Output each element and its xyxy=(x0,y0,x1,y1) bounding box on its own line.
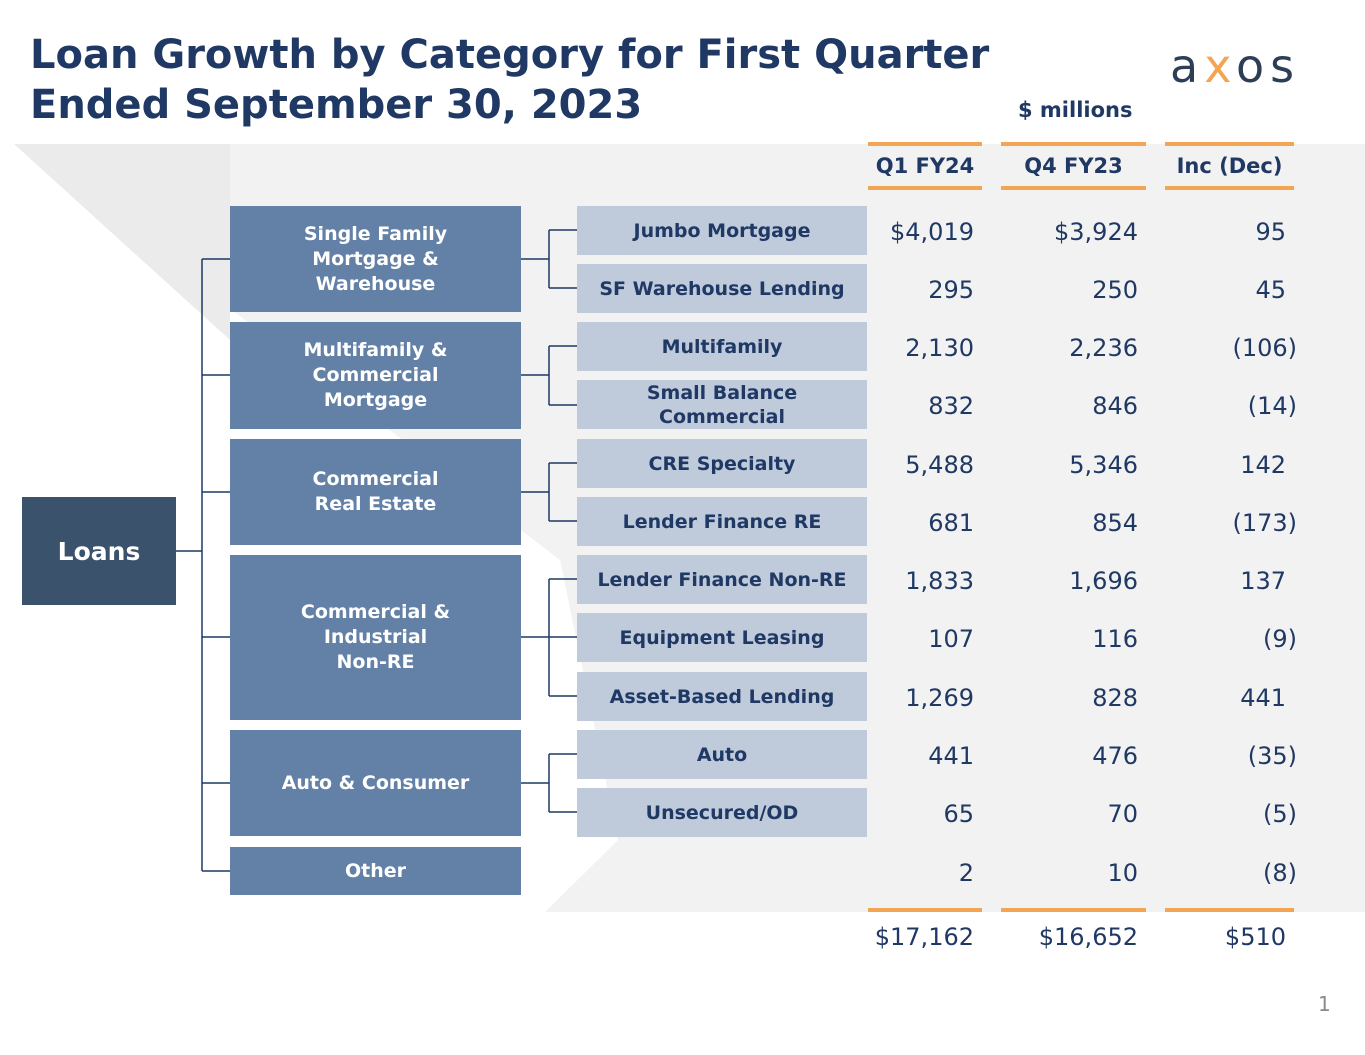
total-rule-inc xyxy=(1165,908,1294,912)
value-q1: $4,019 xyxy=(890,218,974,246)
value-inc: (9) xyxy=(1263,625,1297,653)
value-q1: 1,269 xyxy=(905,684,974,712)
category-multifamily-commercial: Multifamily & Commercial Mortgage xyxy=(230,322,521,429)
sub-jumbo-mortgage: Jumbo Mortgage xyxy=(577,206,867,255)
value-q4: 476 xyxy=(1092,742,1138,770)
value-q4: 846 xyxy=(1092,392,1138,420)
value-inc: (8) xyxy=(1263,859,1297,887)
value-q1: 107 xyxy=(928,625,974,653)
column-header-q4: Q4 FY23 xyxy=(1001,142,1146,190)
sub-cre-specialty: CRE Specialty xyxy=(577,439,867,488)
sub-equipment-leasing: Equipment Leasing xyxy=(577,613,867,662)
total-q1: $17,162 xyxy=(874,923,974,951)
value-inc: 95 xyxy=(1255,218,1286,246)
value-inc: (14) xyxy=(1247,392,1297,420)
value-q4: 250 xyxy=(1092,276,1138,304)
units-label: $ millions xyxy=(1018,98,1133,122)
category-single-family: Single Family Mortgage & Warehouse xyxy=(230,206,521,312)
value-q1: 832 xyxy=(928,392,974,420)
value-inc: (35) xyxy=(1247,742,1297,770)
value-inc: (5) xyxy=(1263,800,1297,828)
value-inc: 441 xyxy=(1240,684,1286,712)
sub-lender-finance-re: Lender Finance RE xyxy=(577,497,867,546)
value-q1: 441 xyxy=(928,742,974,770)
sub-multifamily: Multifamily xyxy=(577,322,867,371)
sub-lender-finance-non-re: Lender Finance Non-RE xyxy=(577,555,867,604)
category-other: Other xyxy=(230,847,521,895)
value-q4: 854 xyxy=(1092,509,1138,537)
value-q1: 295 xyxy=(928,276,974,304)
value-q1: 2,130 xyxy=(905,334,974,362)
value-q4: 828 xyxy=(1092,684,1138,712)
value-inc: (106) xyxy=(1232,334,1297,362)
title-line-1: Loan Growth by Category for First Quarte… xyxy=(30,32,990,78)
value-q1: 1,833 xyxy=(905,567,974,595)
sub-sf-warehouse: SF Warehouse Lending xyxy=(577,264,867,313)
value-q4: 2,236 xyxy=(1069,334,1138,362)
value-q1: 5,488 xyxy=(905,451,974,479)
axos-logo: axos xyxy=(1170,44,1300,90)
value-q4: $3,924 xyxy=(1054,218,1138,246)
value-q4: 5,346 xyxy=(1069,451,1138,479)
value-q1: 2 xyxy=(958,859,974,887)
column-header-inc: Inc (Dec) xyxy=(1165,142,1294,190)
value-inc: (173) xyxy=(1232,509,1297,537)
value-q4: 1,696 xyxy=(1069,567,1138,595)
title-line-2: Ended September 30, 2023 xyxy=(30,82,643,128)
loans-root-node: Loans xyxy=(22,497,176,605)
column-header-q1: Q1 FY24 xyxy=(868,142,982,190)
sub-small-balance-commercial: Small Balance Commercial xyxy=(577,380,867,429)
sub-asset-based-lending: Asset-Based Lending xyxy=(577,672,867,721)
value-q4: 116 xyxy=(1092,625,1138,653)
page-number: 1 xyxy=(1318,992,1331,1016)
page-title: Loan Growth by Category for First Quarte… xyxy=(30,30,989,130)
total-rule-q1 xyxy=(868,908,982,912)
sub-auto: Auto xyxy=(577,730,867,779)
total-inc: $510 xyxy=(1224,923,1286,951)
category-commercial-industrial: Commercial & Industrial Non-RE xyxy=(230,555,521,720)
logo-text: axos xyxy=(1170,44,1300,90)
value-inc: 142 xyxy=(1240,451,1286,479)
value-q4: 10 xyxy=(1107,859,1138,887)
value-q4: 70 xyxy=(1107,800,1138,828)
value-inc: 137 xyxy=(1240,567,1286,595)
total-rule-q4 xyxy=(1001,908,1146,912)
category-commercial-real-estate: Commercial Real Estate xyxy=(230,439,521,545)
total-q4: $16,652 xyxy=(1038,923,1138,951)
value-q1: 681 xyxy=(928,509,974,537)
value-q1: 65 xyxy=(943,800,974,828)
value-inc: 45 xyxy=(1255,276,1286,304)
category-auto-consumer: Auto & Consumer xyxy=(230,730,521,836)
sub-unsecured-od: Unsecured/OD xyxy=(577,788,867,837)
